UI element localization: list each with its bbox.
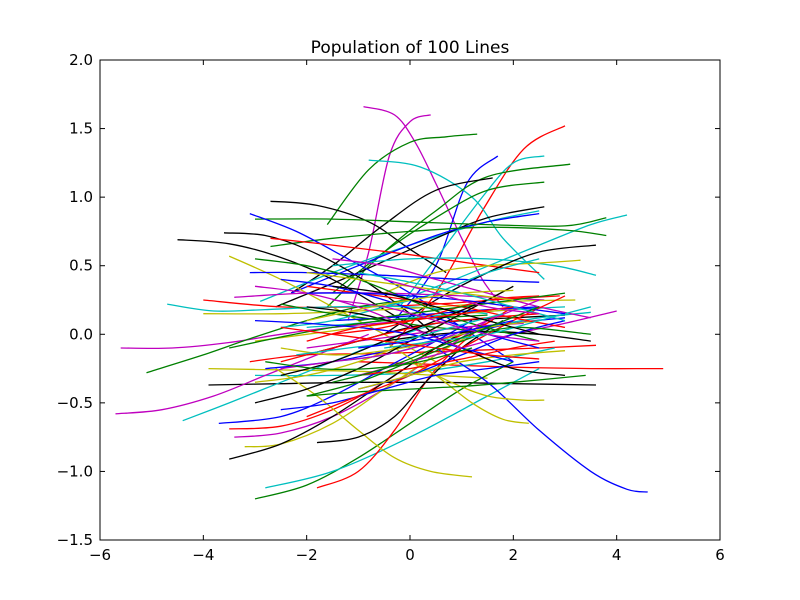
series-line-53 (306, 374, 586, 397)
series-line-32 (146, 299, 411, 374)
series-line-11 (270, 200, 447, 274)
x-tick-label: 0 (405, 546, 415, 564)
series-line-50 (435, 347, 648, 493)
series-line-37 (208, 367, 488, 379)
y-tick-label: 0.5 (69, 257, 93, 275)
series-line-71 (254, 258, 540, 342)
series-line-87 (296, 313, 504, 356)
y-tick-label: −1.5 (57, 531, 93, 549)
series-line-26 (249, 271, 540, 283)
series-line-92 (265, 347, 473, 371)
axes: −6 −4 −2 0 2 4 6 −1.5 −1.0 −0.5 0.0 0.5 1.0 1.5 2.0 (57, 51, 725, 564)
series-line-85 (358, 292, 566, 322)
series-line-81 (358, 350, 566, 390)
y-tick-label: −0.5 (57, 394, 93, 412)
series-line-2 (347, 114, 431, 321)
series-line-96 (332, 285, 540, 335)
series-line-100 (384, 278, 540, 315)
x-tick-label: −4 (192, 546, 214, 564)
series-line-79 (280, 299, 540, 370)
series-line-65 (229, 314, 488, 349)
series-line-5 (393, 155, 499, 321)
y-tick-label: 1.0 (69, 188, 93, 206)
series-line-38 (115, 333, 369, 415)
series-line-23 (332, 257, 597, 276)
series-line-51 (383, 340, 529, 425)
series-line-83 (332, 295, 540, 335)
plot-border (99, 59, 721, 541)
series-line-44 (229, 326, 473, 460)
series-line-67 (280, 319, 540, 356)
series-line-35 (208, 381, 597, 386)
y-tick-label: −1.0 (57, 462, 93, 480)
x-tick-label: 2 (509, 546, 519, 564)
series-line-52 (409, 361, 545, 402)
series-line-93 (332, 299, 540, 342)
y-tick-label: 0.0 (69, 325, 93, 343)
series-line-7 (399, 155, 545, 308)
series-line-19 (223, 232, 442, 342)
series-line-62 (280, 313, 540, 363)
series-line-1 (363, 105, 504, 308)
x-tick-label: −2 (296, 546, 318, 564)
x-tick-label: −6 (89, 546, 111, 564)
series-line-78 (306, 326, 591, 397)
series-line-14 (290, 212, 540, 294)
series-line-76 (306, 295, 566, 418)
x-tick-label: 4 (612, 546, 622, 564)
chart-title: Population of 100 Lines (311, 38, 510, 58)
series-line-46 (265, 368, 540, 489)
series-line-54 (280, 361, 540, 411)
series-line-13 (275, 206, 545, 308)
series-line-48 (275, 368, 473, 478)
x-tick-label: 6 (715, 546, 725, 564)
series-line-97 (306, 306, 514, 342)
series-group (115, 105, 664, 500)
series-line-18 (177, 239, 426, 335)
series-line-99 (332, 306, 540, 383)
series-line-90 (280, 326, 540, 360)
series-line-17 (270, 226, 607, 248)
series-line-15 (254, 217, 607, 227)
series-line-72 (332, 258, 591, 319)
series-line-3 (326, 133, 478, 225)
y-tick-label: 2.0 (69, 51, 93, 69)
series-line-49 (316, 320, 504, 444)
y-tick-label: 1.5 (69, 120, 93, 138)
series-line-24 (383, 259, 581, 294)
